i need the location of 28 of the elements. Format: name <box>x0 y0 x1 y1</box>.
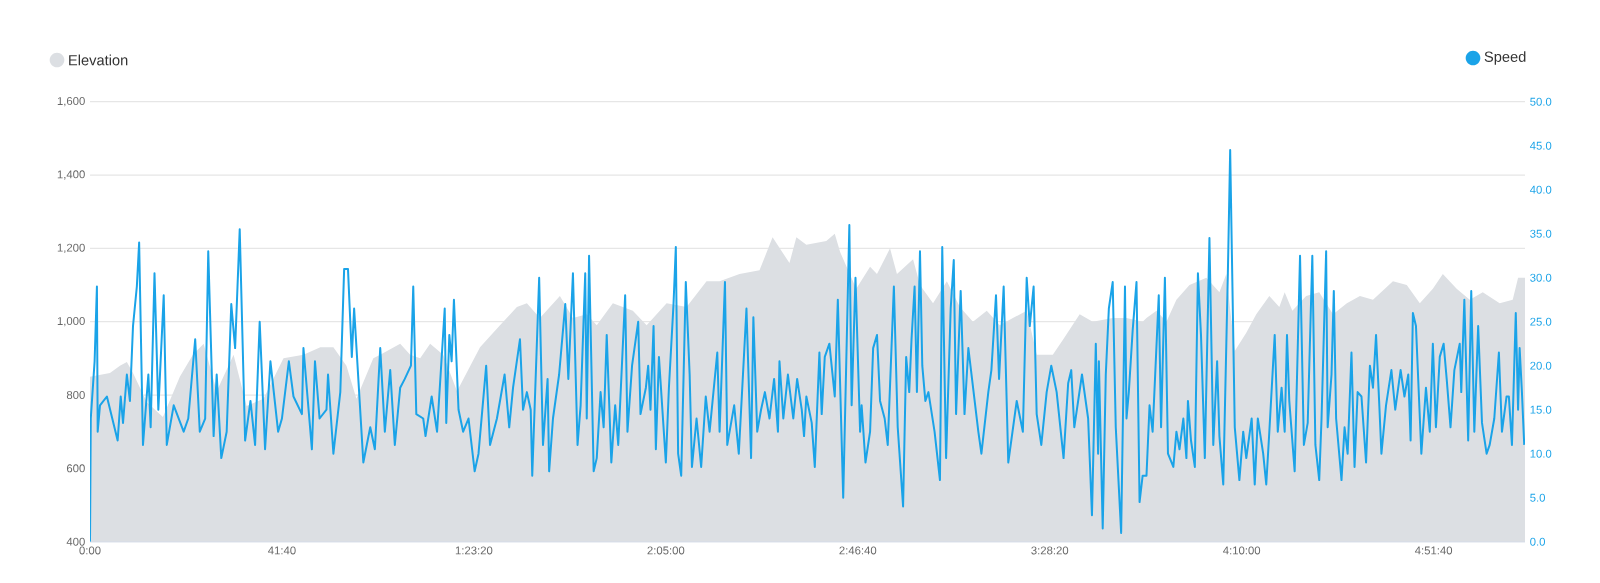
y-tick-label: 1,000 <box>57 317 85 327</box>
y2-tick-label: 45.0 <box>1529 141 1552 150</box>
y-tick-label: 1,200 <box>57 243 85 254</box>
y2-tick-label: 35.0 <box>1530 229 1552 238</box>
y-tick-label: 1,600 <box>57 97 85 107</box>
y-tick-label: 1,400 <box>57 170 85 180</box>
y2-tick-label: 50.0 <box>1530 97 1552 106</box>
y2-tick-label: 0.0 <box>1530 537 1546 546</box>
x-tick-label: 1:23:20 <box>455 546 493 555</box>
y-tick-label: 800 <box>66 391 85 400</box>
y2-tick-label: 20.0 <box>1530 361 1552 370</box>
x-tick-label: 0:00 <box>79 546 101 555</box>
y2-tick-label: 10.0 <box>1530 449 1552 458</box>
x-tick-label: 3:28:20 <box>1031 546 1069 555</box>
x-tick-label: 4:10:00 <box>1223 546 1261 555</box>
y2-tick-label: 15.0 <box>1530 405 1552 414</box>
y-tick-label: 400 <box>66 537 85 546</box>
x-tick-label: 2:05:00 <box>647 546 685 555</box>
legend-label: Elevation <box>69 54 128 66</box>
y2-tick-label: 5.0 <box>1530 493 1546 502</box>
y2-tick-label: 40.0 <box>1529 185 1552 194</box>
x-tick-label: 4:51:40 <box>1414 546 1453 555</box>
y2-tick-label: 25.0 <box>1530 317 1552 326</box>
legend-label: Speed <box>1484 51 1526 65</box>
x-tick-label: 2:46:40 <box>839 546 877 555</box>
x-tick-label: 41:40 <box>268 546 296 555</box>
y2-tick-label: 30.0 <box>1530 273 1552 282</box>
y-tick-label: 600 <box>66 464 85 473</box>
